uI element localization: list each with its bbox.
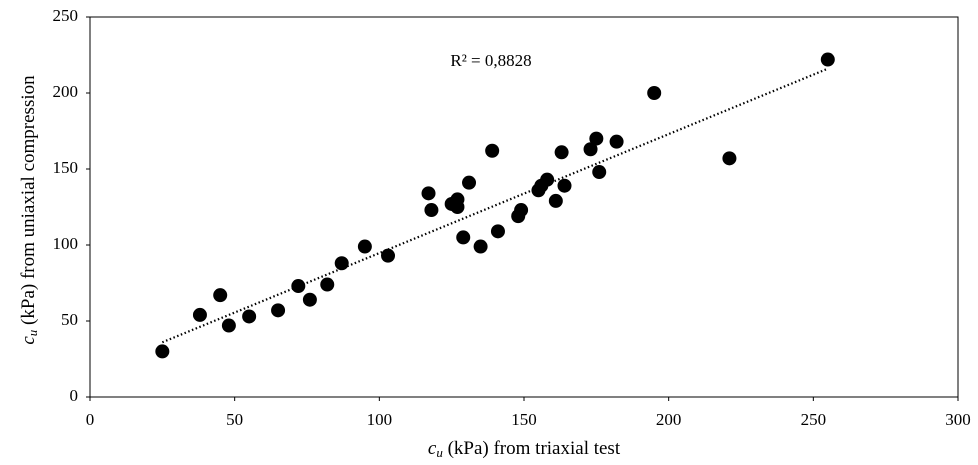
data-point [485, 143, 500, 158]
data-point [583, 142, 598, 157]
data-point [514, 203, 529, 218]
y-tick-label: 50 [61, 310, 78, 329]
x-label-symbol: c [428, 438, 437, 459]
data-point [473, 239, 488, 254]
data-point [155, 344, 170, 359]
data-point [456, 230, 471, 245]
data-point [589, 131, 604, 146]
y-tick-label: 250 [53, 6, 79, 25]
data-point [192, 307, 207, 322]
data-point [820, 52, 835, 67]
y-tick-label: 0 [70, 386, 79, 405]
data-point [548, 193, 563, 208]
data-point [554, 145, 569, 160]
y-label-subscript: u [25, 329, 40, 336]
r-squared-annotation: R² = 0,8828 [450, 51, 531, 70]
y-tick-label: 200 [53, 82, 79, 101]
data-point [320, 277, 335, 292]
data-point [462, 175, 477, 190]
data-point [357, 239, 372, 254]
data-point [490, 224, 505, 239]
data-point [609, 134, 624, 149]
y-axis-label: cu (kPa) from uniaxial compression [18, 75, 40, 345]
x-tick-label: 300 [945, 410, 971, 429]
data-point [421, 186, 436, 201]
data-point [647, 86, 662, 100]
x-axis-label: cu (kPa) from triaxial test [428, 438, 621, 460]
data-point [271, 303, 286, 318]
y-tick-label: 150 [53, 158, 79, 177]
data-point [221, 318, 236, 333]
x-tick-label: 200 [656, 410, 682, 429]
trendline [161, 67, 829, 344]
data-point [334, 256, 349, 271]
data-point [213, 288, 228, 303]
data-point [291, 279, 306, 294]
y-label-symbol: c [18, 336, 39, 345]
data-point [381, 248, 396, 263]
x-tick-label: 250 [801, 410, 827, 429]
x-label-text: (kPa) from triaxial test [443, 438, 621, 459]
data-point [450, 200, 465, 214]
data-point [242, 309, 257, 324]
y-label-text: (kPa) from uniaxial compression [18, 75, 39, 330]
x-tick-label: 150 [511, 410, 537, 429]
x-label-subscript: u [436, 445, 443, 460]
data-point [592, 165, 607, 180]
data-point [302, 292, 317, 307]
data-point [424, 203, 439, 218]
x-tick-label: 100 [367, 410, 393, 429]
x-tick-label: 50 [226, 410, 243, 429]
data-point [722, 151, 737, 166]
data-point [540, 172, 555, 187]
x-tick-label: 0 [86, 410, 95, 429]
y-tick-label: 100 [53, 234, 79, 253]
data-point [557, 178, 572, 193]
